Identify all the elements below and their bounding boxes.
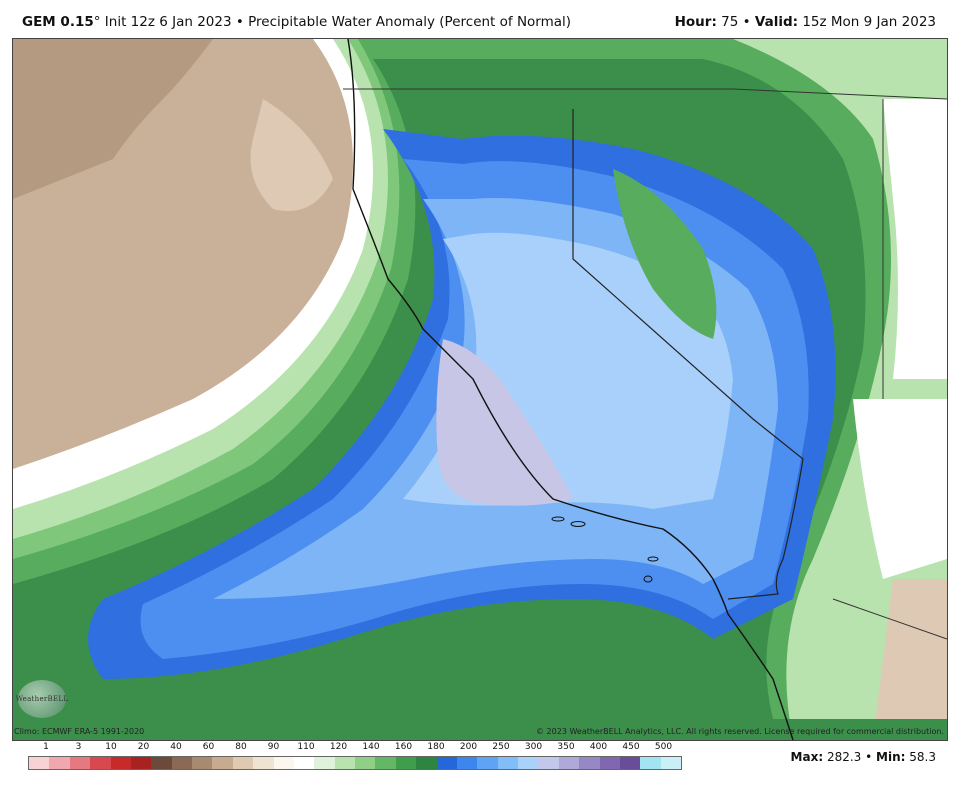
legend-tick-label: 3 [75, 742, 82, 752]
legend-swatch [416, 757, 437, 769]
coastline [347, 39, 794, 740]
max-label: Max: [790, 750, 824, 764]
legend-swatch [395, 757, 417, 769]
title-separator: • [235, 14, 244, 30]
valid-label: Valid: [754, 14, 799, 30]
map-title: GEM 0.15° Init 12z 6 Jan 2023 • Precipit… [22, 14, 571, 30]
dry-region-tan [250, 99, 333, 211]
legend-swatch [49, 757, 70, 769]
init-time: Init 12z 6 Jan 2023 [104, 14, 232, 30]
legend-tick-label: 500 [654, 742, 673, 752]
legend-swatch [456, 757, 478, 769]
product-name: Precipitable Water Anomaly (Percent of N… [248, 14, 572, 30]
california-border [572, 109, 804, 600]
legend-swatch [212, 757, 233, 769]
legend-swatch [151, 757, 172, 769]
legend-tick-label: 300 [524, 742, 543, 752]
dry-region-dark [13, 39, 213, 199]
legend-swatch [192, 757, 213, 769]
legend-tick-label: 60 [202, 742, 215, 752]
min-label: Min: [876, 750, 906, 764]
legend-swatch [334, 757, 355, 769]
legend-swatch [253, 757, 274, 769]
legend-tick-label: 180 [427, 742, 445, 752]
legend-tick-labels: 1 3 10 20 40 60 80 90 110 120 140 160 180 200 250 300 35… [28, 742, 688, 756]
legend-swatch [90, 757, 111, 769]
legend-swatch [579, 757, 600, 769]
interior-neutral [883, 99, 947, 379]
legend-tick-label: 350 [557, 742, 575, 752]
legend-color-bar [28, 756, 682, 770]
min-value: 58.3 [909, 750, 936, 764]
oregon-border [343, 88, 947, 100]
legend-tick-label: 110 [297, 742, 315, 752]
legend-swatch [497, 757, 518, 769]
legend-swatch [436, 757, 457, 769]
valid-info: Hour: 75 • Valid: 15z Mon 9 Jan 2023 [675, 14, 936, 30]
model-name: GEM 0.15 [22, 14, 94, 30]
anomaly-map [12, 38, 948, 741]
legend-swatch [375, 757, 396, 769]
legend-swatch [518, 757, 539, 769]
interior-neutral-south [853, 399, 947, 579]
island [551, 516, 565, 522]
maxmin-separator: • [865, 750, 873, 764]
legend-tick-label: 140 [362, 742, 380, 752]
climo-note: Climo: ECMWF ERA-5 1991-2020 [14, 727, 145, 736]
legend-tick-label: 250 [492, 742, 510, 752]
copyright-note: © 2023 WeatherBELL Analytics, LLC. All r… [536, 727, 944, 736]
map-canvas [13, 39, 947, 740]
legend-swatch [660, 757, 681, 769]
legend-swatch [293, 757, 315, 769]
legend-swatch [232, 757, 254, 769]
legend-swatch [171, 757, 192, 769]
legend-swatch [314, 757, 335, 769]
legend-swatch [477, 757, 498, 769]
legend-swatch [130, 757, 152, 769]
valid-separator: • [742, 14, 751, 30]
legend-tick-label: 90 [267, 742, 280, 752]
legend-tick-label: 40 [170, 742, 182, 752]
legend-swatch [599, 757, 620, 769]
island [570, 521, 586, 527]
degree-symbol: ° [93, 14, 101, 30]
legend-tick-label: 20 [137, 742, 150, 752]
valid-value: 15z Mon 9 Jan 2023 [802, 14, 936, 30]
legend-swatch [558, 757, 580, 769]
legend-tick-label: 120 [329, 742, 348, 752]
color-legend: 1 3 10 20 40 60 80 90 110 120 140 160 180 200 250 300 35… [28, 742, 688, 770]
legend-tick-label: 160 [394, 742, 413, 752]
legend-tick-label: 450 [622, 742, 640, 752]
island [643, 575, 653, 583]
island [647, 556, 659, 562]
max-min-readout: Max: 282.3 • Min: 58.3 [791, 750, 936, 764]
legend-swatch [110, 757, 131, 769]
legend-swatch [640, 757, 661, 769]
legend-swatch [538, 757, 559, 769]
legend-swatch [69, 757, 91, 769]
hour-label: Hour: [674, 14, 717, 30]
nevada-green [613, 169, 717, 339]
legend-swatch [29, 757, 50, 769]
hour-value: 75 [721, 14, 739, 30]
legend-tick-label: 400 [589, 742, 608, 752]
legend-tick-label: 1 [43, 742, 49, 752]
mexico-border [832, 598, 947, 640]
legend-swatch [273, 757, 294, 769]
legend-tick-label: 80 [235, 742, 247, 752]
legend-swatch [619, 757, 641, 769]
legend-swatch [355, 757, 376, 769]
weatherbell-logo: WeatherBELL [16, 680, 68, 718]
legend-tick-label: 10 [105, 742, 117, 752]
legend-tick-label: 200 [459, 742, 478, 752]
moisture-core [436, 339, 573, 506]
max-value: 282.3 [826, 750, 862, 764]
